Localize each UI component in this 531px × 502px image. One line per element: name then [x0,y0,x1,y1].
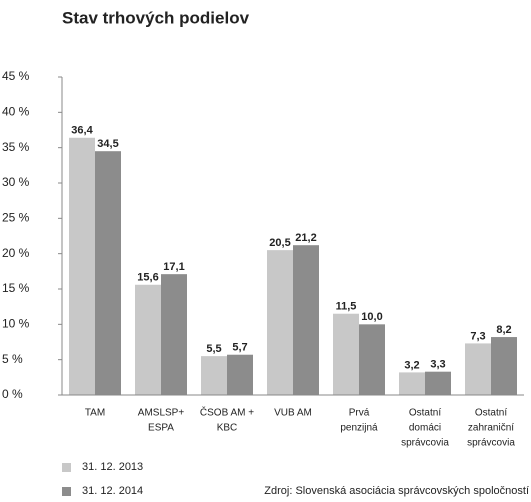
chart-title: Stav trhových podielov [62,8,250,27]
x-tick-label: správcovia [401,438,449,449]
x-tick-label: TAM [85,408,105,419]
x-tick-label: VUB AM [274,408,312,419]
y-tick-label: 15 % [2,281,30,295]
bar [201,356,227,395]
value-label: 17,1 [163,261,184,273]
y-tick-label: 25 % [2,211,30,225]
bar [425,371,451,395]
value-label: 34,5 [97,138,118,150]
legend-swatch [62,487,71,496]
x-tick-label: správcovia [467,438,515,449]
bar [95,151,121,395]
bar [227,354,253,395]
y-tick-label: 5 % [2,352,23,366]
bar [267,250,293,395]
y-tick-label: 0 % [2,387,23,401]
bar [161,274,187,395]
bar [465,343,491,395]
value-label: 3,2 [404,359,419,371]
x-tick-label: ČSOB AM + [200,406,254,419]
bar [69,137,95,396]
legend-swatch [62,463,71,472]
value-label: 36,4 [71,125,93,137]
bar [293,245,319,395]
x-tick-label: AMSLSP+ [138,408,185,419]
y-tick-label: 10 % [2,317,30,331]
legend-label: 31. 12. 2013 [82,461,143,473]
x-tick-label: ESPA [148,423,174,434]
bar [491,337,517,395]
y-tick-label: 40 % [2,105,30,119]
bar [135,284,161,395]
value-label: 11,5 [336,301,357,313]
value-label: 5,7 [232,342,247,354]
bar [333,313,359,395]
bar [359,324,385,395]
x-tick-label: Ostatní [409,408,441,419]
legend-label: 31. 12. 2014 [82,485,143,497]
x-tick-label: KBC [217,423,238,434]
x-tick-label: domáci [409,423,441,434]
value-label: 3,3 [430,359,445,371]
x-tick-label: penzijná [340,423,378,434]
bar [399,372,425,395]
x-tick-label: Ostatní [475,408,507,419]
y-tick-label: 45 % [2,69,30,83]
value-label: 7,3 [470,330,485,342]
y-tick-label: 35 % [2,140,30,154]
value-label: 21,2 [295,232,316,244]
value-label: 8,2 [496,324,511,336]
y-tick-label: 30 % [2,175,30,189]
value-label: 10,0 [361,311,382,323]
x-tick-label: Prvá [349,408,370,419]
y-tick-label: 20 % [2,246,30,260]
value-label: 15,6 [137,272,158,284]
x-tick-label: zahraniční [468,423,514,434]
value-label: 20,5 [269,237,290,249]
value-label: 5,5 [206,343,221,355]
source-note: Zdroj: Slovenská asociácia správcovských… [264,485,529,497]
